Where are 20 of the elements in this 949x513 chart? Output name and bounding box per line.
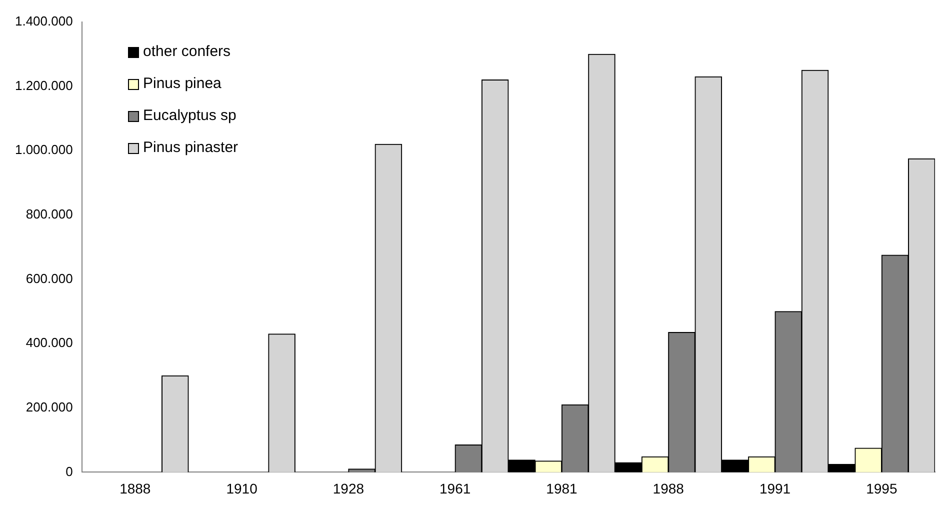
y-tick-label: 400.000	[26, 335, 73, 350]
y-tick-label: 200.000	[26, 399, 73, 414]
y-tick-label: 800.000	[26, 206, 73, 222]
x-tick-label: 1988	[652, 480, 684, 496]
x-tick-label: 1910	[226, 480, 258, 496]
y-tick-label: 1.200.000	[14, 78, 73, 93]
y-tick-label: 1.000.000	[14, 142, 73, 158]
x-tick-label: 1928	[332, 480, 364, 496]
x-tick-label: 1888	[120, 480, 151, 496]
y-tick-label: 1.400.000	[14, 14, 73, 29]
x-tick-label: 1981	[546, 480, 578, 496]
legend-label: other confers	[143, 42, 231, 62]
legend-label: Pinus pinea	[143, 74, 222, 94]
legend-label: Eucalyptus sp	[143, 106, 236, 126]
legend-label: Pinus pinaster	[143, 138, 238, 158]
x-tick-label: 1991	[759, 480, 791, 496]
y-tick-label: 600.000	[26, 270, 73, 286]
x-tick-label: 1995	[866, 480, 898, 496]
x-tick-label: 1961	[440, 480, 471, 496]
y-tick-label: 0	[66, 464, 73, 479]
